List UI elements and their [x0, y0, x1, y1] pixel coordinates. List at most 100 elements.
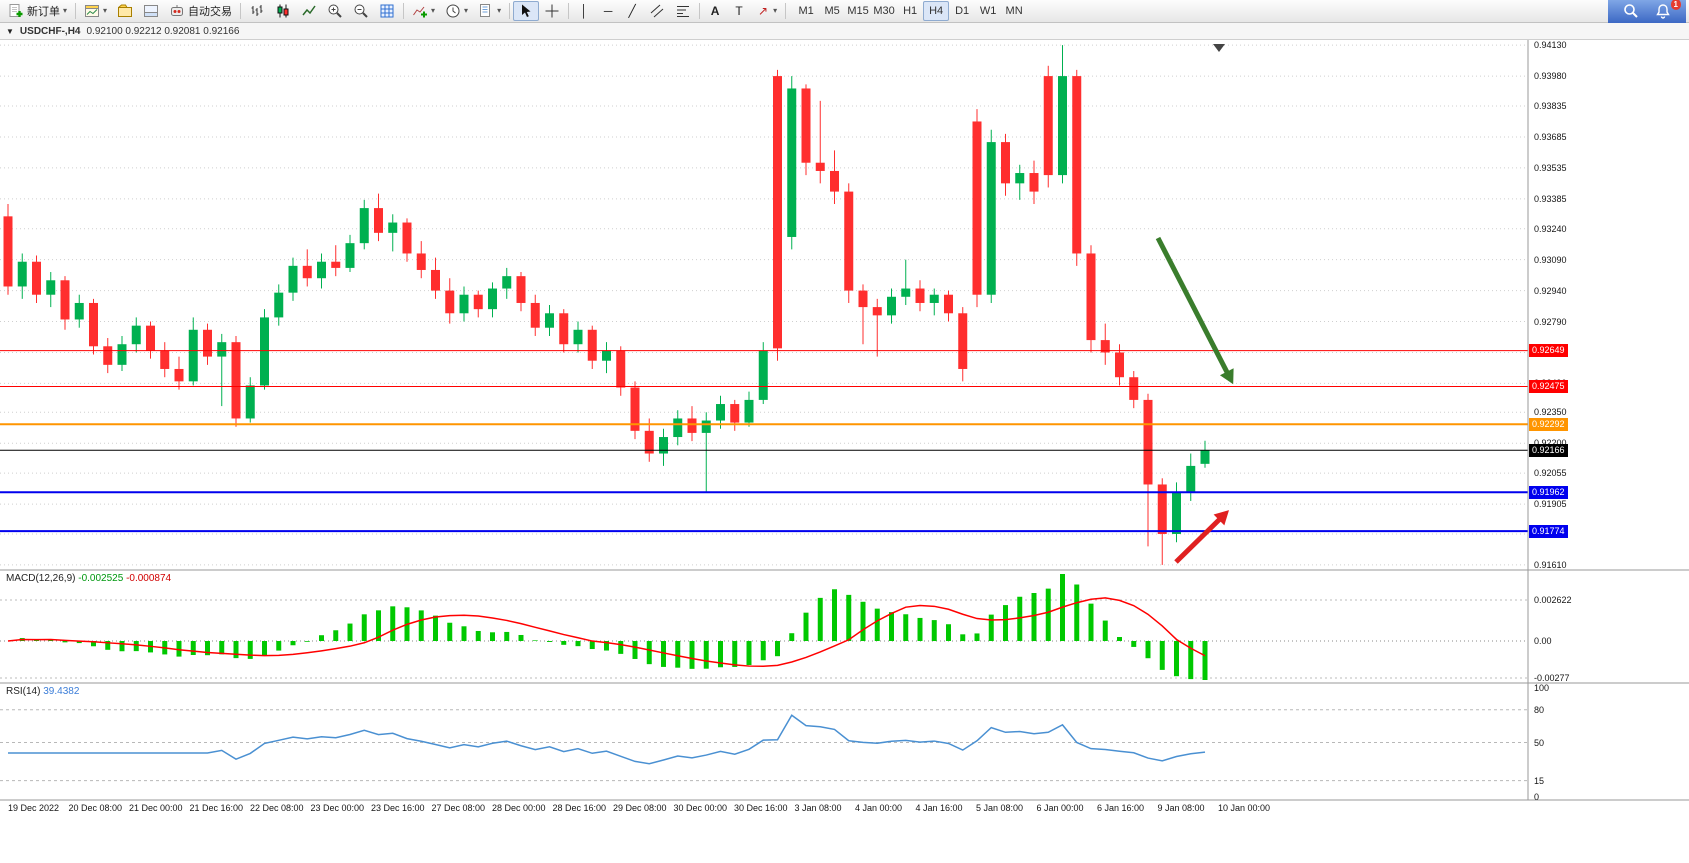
candle-body [89, 302, 98, 347]
candle-body [1143, 399, 1153, 485]
label-tool-button[interactable]: T [727, 1, 751, 21]
toolbar-right-zone: 1 [1608, 0, 1686, 23]
chevron-down-icon: ▾ [63, 6, 68, 15]
candle-body [530, 302, 540, 328]
time-axis-splitter[interactable] [0, 798, 1689, 802]
candle-body [374, 208, 383, 233]
bar-chart-type-button[interactable] [244, 1, 270, 21]
trendline-tool-button[interactable]: ╱ [620, 1, 644, 21]
text-tool-button[interactable]: A [703, 1, 727, 21]
profiles-icon [117, 3, 133, 19]
candle-body [801, 88, 811, 163]
auto-trading-icon [169, 3, 185, 19]
cursor-icon [518, 3, 534, 19]
horizontal-line-tool-button[interactable]: ─ [596, 1, 620, 21]
macd-panel-splitter[interactable] [0, 568, 1689, 572]
candle-body [288, 265, 298, 293]
line-chart-type-button[interactable] [296, 1, 322, 21]
candle-body [74, 302, 84, 320]
collapse-chart-icon[interactable]: ▼ [6, 26, 14, 36]
candle-body [1200, 450, 1210, 464]
candle-body [1043, 76, 1053, 176]
bar-chart-type-icon [249, 3, 265, 19]
macd-panel-label: MACD(12,26,9) -0.002525 -0.000874 [6, 573, 171, 584]
candle-body [103, 346, 113, 365]
timeframe-w1-button[interactable]: W1 [979, 5, 997, 17]
fibonacci-tool-button[interactable] [670, 1, 696, 21]
periods-button[interactable]: ▾ [440, 1, 473, 21]
candle-body [630, 387, 640, 431]
green-arrow-annotation [1155, 236, 1233, 380]
notification-badge: 1 [1670, 0, 1681, 10]
candle-body [587, 329, 597, 361]
zoom-out-icon [353, 3, 369, 19]
rsi-value: 39.4382 [43, 686, 80, 697]
new-chart-button[interactable]: ▾ [79, 1, 112, 21]
candle-body [858, 290, 868, 308]
new-order-button[interactable]: 新订单 ▾ [3, 1, 72, 21]
candle-body [915, 288, 925, 303]
notifications-button[interactable]: 1 [1650, 0, 1681, 21]
timeframe-m5-button[interactable]: M5 [824, 5, 840, 17]
search-button[interactable] [1618, 1, 1644, 21]
candle-body [1100, 340, 1110, 353]
candle-body [815, 162, 825, 171]
candle-body [1001, 142, 1010, 184]
profiles-button[interactable] [112, 1, 138, 21]
timeframe-mn-button[interactable]: MN [1005, 5, 1023, 17]
candle-body [929, 294, 939, 303]
grid-button[interactable] [374, 1, 400, 21]
timeframe-h4-button[interactable]: H4 [923, 1, 950, 21]
candle-body [1058, 76, 1067, 176]
trendline-icon: ╱ [628, 4, 636, 18]
grid-icon [379, 3, 395, 19]
channel-tool-button[interactable] [644, 1, 670, 21]
candle-body [1129, 377, 1139, 400]
candle-body [217, 342, 227, 357]
arrow-tool-button[interactable]: ↗ ▾ [751, 1, 782, 21]
chevron-down-icon: ▾ [497, 6, 502, 15]
candle-body [17, 261, 27, 287]
zoom-out-button[interactable] [348, 1, 374, 21]
candle-body [644, 430, 654, 454]
zoom-in-icon [327, 3, 343, 19]
macd-signal-line [7, 597, 1206, 667]
toolbar-separator [240, 3, 242, 19]
timeframe-m1-button[interactable]: M1 [798, 5, 814, 17]
candle-body [887, 296, 896, 316]
new-order-icon [8, 3, 24, 19]
candle-body [758, 350, 768, 400]
terminal-icon [143, 3, 159, 19]
chart-shift-marker-icon [1213, 44, 1225, 52]
candle-body [602, 350, 611, 361]
candle-body [331, 261, 341, 268]
vertical-line-tool-button[interactable]: │ [572, 1, 596, 21]
candlestick-type-button[interactable] [270, 1, 296, 21]
candle-body [1186, 465, 1196, 493]
indicators-button[interactable]: ▾ [407, 1, 440, 21]
timeframe-m30-button[interactable]: M30 [873, 5, 895, 17]
terminal-button[interactable] [138, 1, 164, 21]
cursor-tool-button[interactable] [513, 1, 540, 21]
timeframe-h1-button[interactable]: H1 [903, 5, 918, 17]
candle-body [416, 253, 426, 270]
rsi-panel-label: RSI(14) 39.4382 [6, 686, 79, 697]
candle-body [46, 280, 56, 295]
main-toolbar: 新订单 ▾ ▾ 自动交易 [0, 0, 1689, 23]
candle-body [345, 243, 355, 268]
chevron-down-icon: ▾ [431, 6, 436, 15]
search-icon [1623, 3, 1639, 19]
rsi-panel-splitter[interactable] [0, 681, 1689, 685]
timeframe-d1-button[interactable]: D1 [955, 5, 970, 17]
auto-trading-button[interactable]: 自动交易 [164, 1, 237, 21]
timeframe-m15-button[interactable]: M15 [847, 5, 869, 17]
templates-button[interactable]: ▾ [473, 1, 506, 21]
zoom-in-button[interactable] [322, 1, 348, 21]
candle-body [716, 404, 725, 421]
candlestick-type-icon [275, 3, 291, 19]
bell-icon [1655, 3, 1671, 19]
candle-body [1015, 173, 1025, 184]
crosshair-tool-button[interactable] [539, 1, 565, 21]
